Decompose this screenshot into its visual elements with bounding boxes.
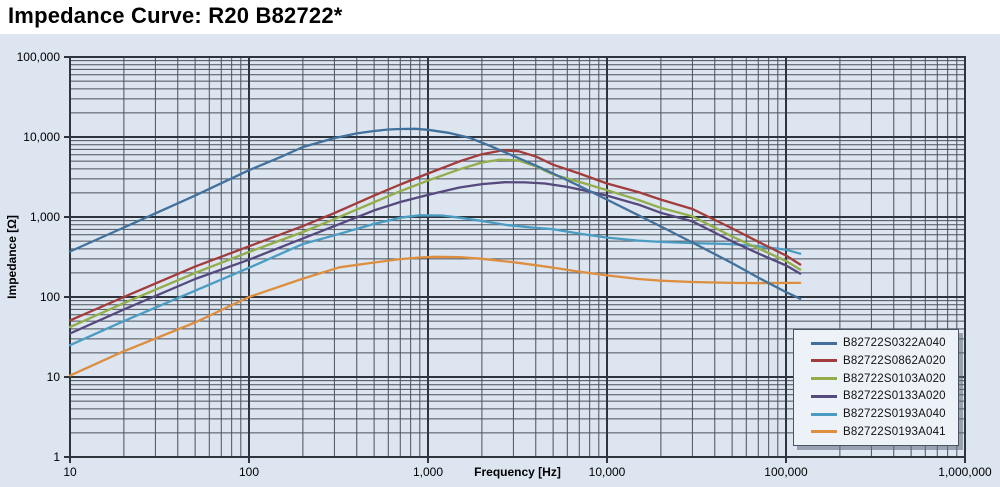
legend-swatch — [811, 341, 837, 345]
y-tick-label: 1,000 — [30, 210, 60, 224]
legend-label: B82722S0133A020 — [843, 390, 946, 403]
x-tick-label: 10,000 — [589, 465, 626, 479]
impedance-chart: 10 100 1,000 10,000 100,000 1,000,0001101001,… — [5, 50, 992, 479]
legend-item-B82722S0862A020: B82722S0862A020 — [811, 353, 958, 368]
legend-item-B82722S0133A020: B82722S0133A020 — [811, 389, 958, 404]
legend-swatch — [811, 394, 837, 398]
legend-swatch — [811, 412, 837, 416]
legend-label: B82722S0322A040 — [843, 337, 946, 350]
y-tick-label: 1 — [53, 450, 60, 464]
curve-B82722S0862A020 — [68, 149, 802, 322]
x-tick-label: 1,000,000 — [938, 465, 992, 479]
curve-B82722S0193A041 — [68, 255, 802, 377]
legend-swatch — [811, 359, 837, 363]
y-tick-label: 10,000 — [23, 130, 60, 144]
x-tick-label: 1,000 — [413, 465, 443, 479]
legend-item-B82722S0193A041: B82722S0193A041 — [811, 424, 958, 439]
chart-title: Impedance Curve: R20 B82722* — [8, 3, 343, 28]
y-tick-label: 10 — [47, 370, 61, 384]
y-tick-label: 100,000 — [17, 50, 61, 64]
chart-area: 10 100 1,000 10,000 100,000 1,000,000 1 10 100 1,… — [0, 34, 1000, 487]
legend-item-B82722S0193A040: B82722S0193A040 — [811, 407, 958, 422]
curve-B82722S0193A040 — [68, 214, 802, 347]
legend-label: B82722S0193A041 — [843, 425, 946, 438]
legend-label: B82722S0103A020 — [843, 372, 946, 385]
legend-item-B82722S0322A040: B82722S0322A040 — [811, 336, 958, 351]
y-axis-label: Impedance [Ω] — [5, 215, 19, 299]
legend-box: B82722S0322A040 B82722S0862A020 B82722S010… — [793, 329, 959, 446]
x-axis-label: Frequency [Hz] — [474, 465, 561, 479]
x-tick-label: 100 — [239, 465, 259, 479]
legend-swatch — [811, 430, 837, 434]
x-tick-label: 100,000 — [764, 465, 808, 479]
legend-item-B82722S0103A020: B82722S0103A020 — [811, 371, 958, 386]
curve-B82722S0322A040 — [68, 127, 802, 300]
x-tick-label: 10 — [63, 465, 77, 479]
legend-label: B82722S0862A020 — [843, 354, 946, 367]
curve-B82722S0103A020 — [68, 158, 802, 329]
plot-border — [69, 56, 966, 458]
legend-label: B82722S0193A040 — [843, 408, 946, 421]
legend-swatch — [811, 377, 837, 381]
y-tick-label: 100 — [40, 290, 60, 304]
curve-B82722S0133A020 — [68, 181, 802, 335]
